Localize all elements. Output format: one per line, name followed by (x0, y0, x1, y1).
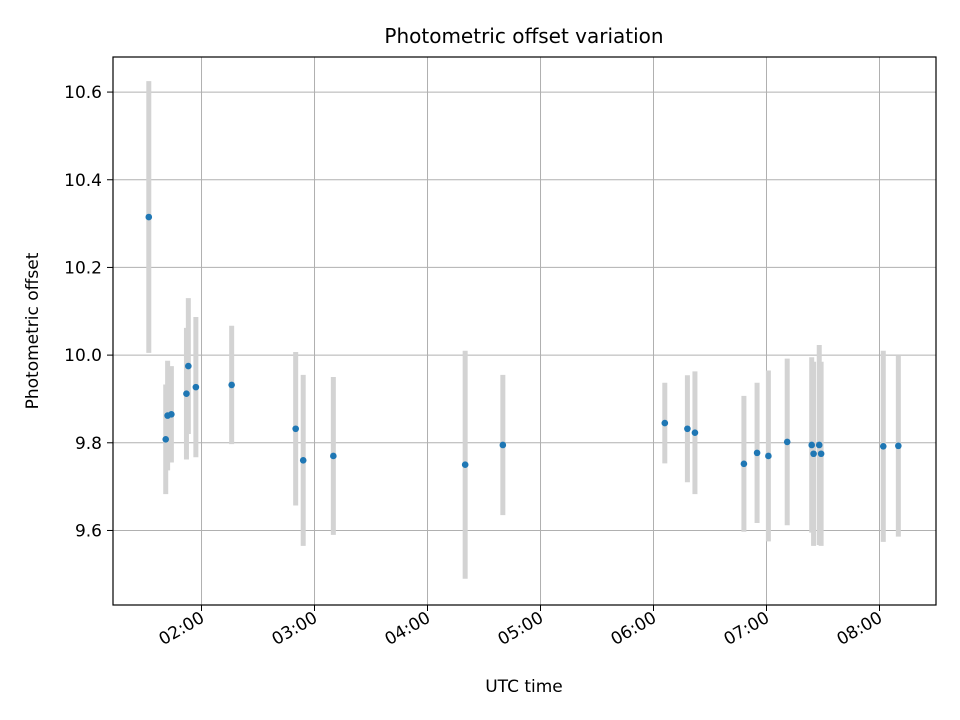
data-point (661, 419, 669, 427)
data-point (691, 429, 699, 437)
y-tick-label: 10.4 (64, 171, 102, 191)
data-point (162, 435, 170, 443)
data-point (330, 452, 337, 460)
data-point (684, 425, 691, 433)
x-tick-label: 02:00 (156, 608, 208, 650)
data-point (499, 441, 507, 449)
x-axis-label: UTC time (485, 677, 563, 697)
data-point (145, 213, 153, 221)
data-point (817, 450, 825, 458)
grid (113, 57, 936, 605)
data-point (192, 383, 200, 391)
data-point (783, 438, 791, 446)
x-tick-label: 05:00 (495, 608, 547, 650)
x-tick-label: 03:00 (269, 608, 321, 650)
data-point (753, 449, 761, 457)
data-point (461, 461, 469, 469)
data-point (292, 425, 299, 433)
x-tick-label: 08:00 (834, 608, 886, 650)
y-tick-label: 10.6 (64, 83, 102, 103)
error-bars (146, 81, 901, 579)
data-point (740, 460, 748, 468)
data-point (228, 381, 235, 389)
y-tick-label: 9.8 (75, 434, 102, 454)
x-axis-ticks: 02:00 03:00 04:00 05:00 06:00 07:00 08:00 (156, 605, 886, 650)
y-tick-label: 10.2 (64, 258, 102, 278)
x-tick-label: 07:00 (721, 608, 773, 650)
data-point (808, 441, 816, 449)
data-point (183, 390, 190, 397)
x-tick-label: 04:00 (382, 608, 434, 650)
data-point (185, 362, 192, 370)
data-point (810, 450, 817, 458)
data-point (168, 410, 175, 418)
plot-frame (112, 56, 937, 606)
y-tick-label: 9.6 (75, 521, 102, 541)
data-point (895, 442, 902, 450)
x-tick-label: 06:00 (608, 608, 660, 650)
y-tick-label: 10.0 (64, 346, 102, 366)
data-point (879, 442, 887, 450)
y-axis-ticks: 9.6 9.8 10.0 10.2 10.4 10.6 (64, 83, 113, 541)
y-axis-label: Photometric offset (23, 252, 43, 409)
chart-title: Photometric offset variation (384, 24, 663, 48)
data-points (145, 213, 902, 469)
data-point (765, 452, 772, 460)
data-point (299, 457, 307, 464)
data-point (815, 441, 823, 449)
